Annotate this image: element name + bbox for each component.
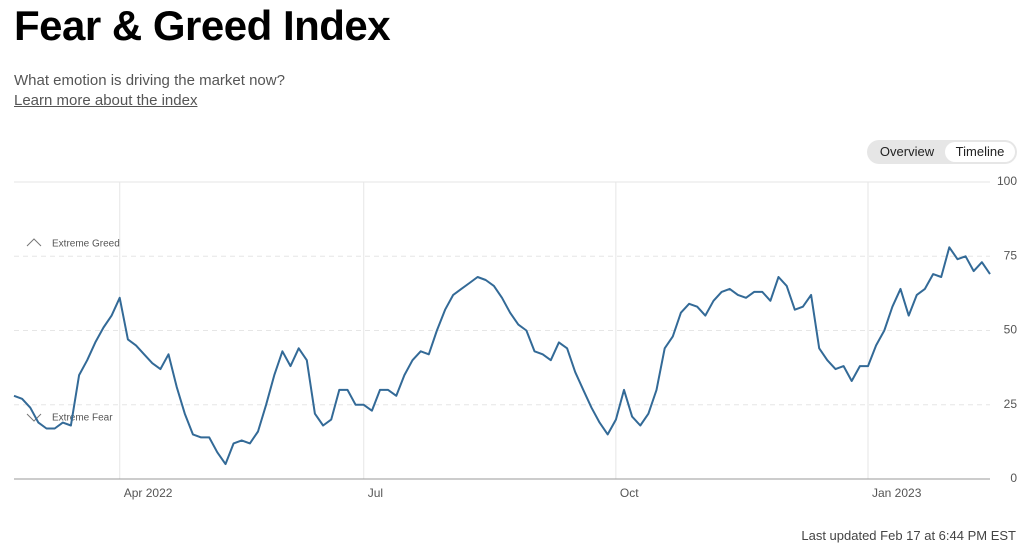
index-line bbox=[13, 246, 991, 466]
y-tick-label: 100 bbox=[997, 174, 1017, 188]
x-tick-label: Jul bbox=[368, 486, 383, 500]
y-tick-label: 0 bbox=[1010, 471, 1017, 485]
annotation: Extreme Greed bbox=[52, 239, 120, 250]
fear-icon bbox=[26, 413, 42, 422]
x-tick-label: Oct bbox=[620, 486, 639, 500]
x-tick-label: Apr 2022 bbox=[124, 486, 173, 500]
timeline-button[interactable]: Timeline bbox=[945, 142, 1015, 162]
overview-button[interactable]: Overview bbox=[879, 144, 935, 159]
learn-more-link[interactable]: Learn more about the index bbox=[14, 92, 198, 109]
chart: Extreme Greed Extreme Fear 0 25 50 75 100 Apr… bbox=[13, 174, 1018, 500]
subtitle: What emotion is driving the market now? bbox=[14, 72, 285, 89]
page-title: Fear & Greed Index bbox=[14, 2, 391, 49]
y-tick-label: 50 bbox=[1004, 323, 1018, 337]
x-tick-label: Jan 2023 bbox=[872, 486, 922, 500]
y-tick-label: 25 bbox=[1004, 397, 1018, 411]
last-updated: Last updated Feb 17 at 6:44 PM EST bbox=[801, 528, 1016, 543]
y-tick-label: 75 bbox=[1004, 248, 1018, 262]
view-toggle: Overview Timeline bbox=[867, 140, 1017, 164]
greed-icon bbox=[26, 238, 42, 247]
annotation: Extreme Fear bbox=[52, 413, 113, 424]
